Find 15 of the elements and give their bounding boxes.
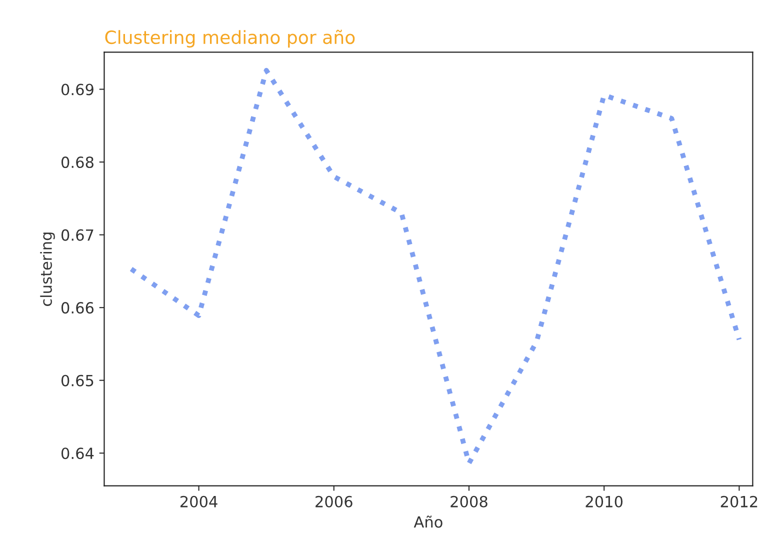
x-axis-title: Año (414, 516, 442, 528)
x-tick-label: 2006 (316, 496, 352, 508)
y-tick-label: 0.66 (61, 302, 94, 314)
y-tick-label: 0.68 (61, 156, 94, 168)
x-tick-label: 2012 (720, 496, 758, 508)
y-tick-label: 0.65 (61, 374, 94, 386)
chart-title: Clustering mediano por año (105, 30, 355, 48)
y-axis-title: clustering (40, 232, 55, 306)
y-tick-label: 0.69 (61, 84, 94, 96)
x-tick-label: 2004 (180, 496, 218, 508)
y-tick-label: 0.67 (61, 229, 94, 241)
y-tick-label: 0.64 (61, 448, 94, 460)
x-tick-label: 2010 (586, 496, 623, 508)
line-series (128, 68, 742, 466)
x-tick-label: 2008 (450, 496, 488, 508)
